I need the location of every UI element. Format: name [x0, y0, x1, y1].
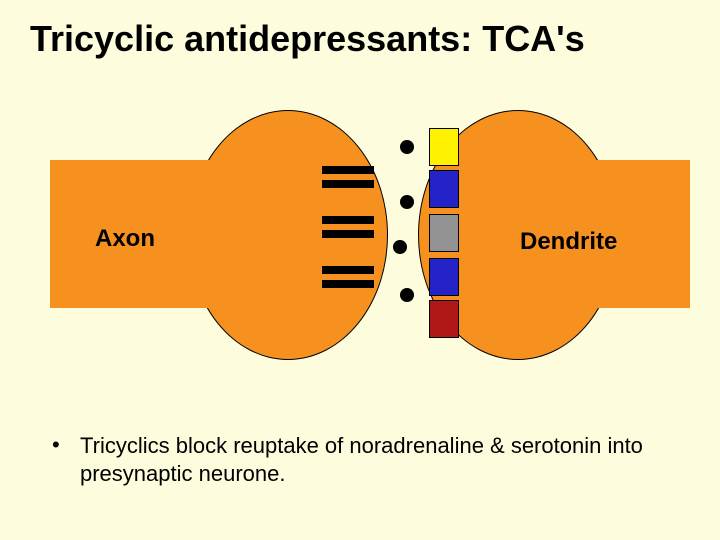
receptor-block	[429, 128, 459, 166]
channel-bar	[322, 180, 374, 188]
neurotransmitter-dot	[400, 140, 414, 154]
channel-bar	[322, 216, 374, 224]
neurotransmitter-dot	[393, 240, 407, 254]
slide-title: Tricyclic antidepressants: TCA's	[30, 18, 585, 60]
receptor-block	[429, 170, 459, 208]
bullet-text: Tricyclics block reuptake of noradrenali…	[80, 432, 680, 488]
receptor-block	[429, 300, 459, 338]
slide-root: Tricyclic antidepressants: TCA's Axon De…	[0, 0, 720, 540]
neurotransmitter-dot	[400, 195, 414, 209]
dendrite-label: Dendrite	[520, 228, 617, 256]
axon-label: Axon	[95, 225, 155, 253]
receptor-block	[429, 258, 459, 296]
receptor-block	[429, 214, 459, 252]
bullet-mark: •	[52, 432, 60, 458]
channel-bar	[322, 266, 374, 274]
axon-body-rect	[50, 160, 330, 308]
channel-bar	[322, 166, 374, 174]
channel-bar	[322, 230, 374, 238]
channel-bar	[322, 280, 374, 288]
neurotransmitter-dot	[400, 288, 414, 302]
